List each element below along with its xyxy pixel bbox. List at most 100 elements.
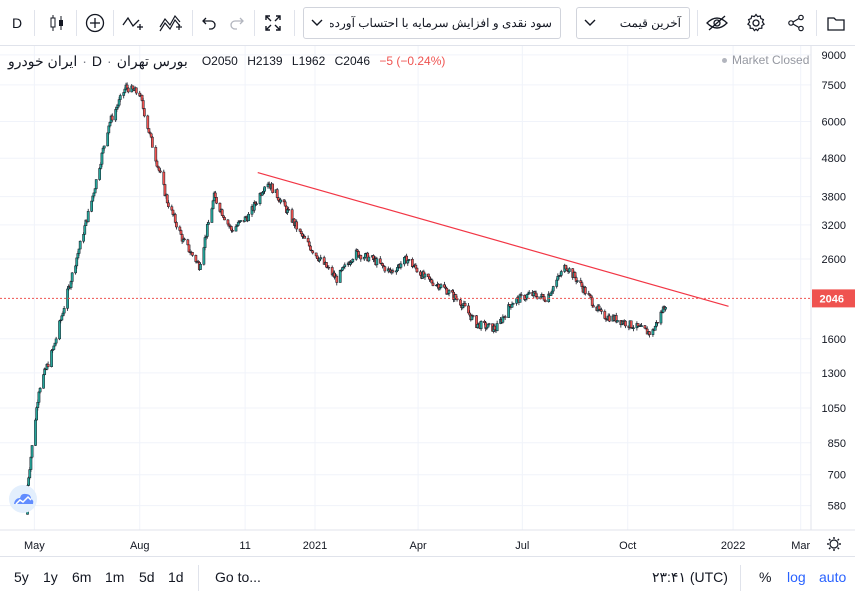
candle-body: [247, 213, 250, 222]
candle-body: [162, 171, 166, 185]
candle-body: [154, 147, 158, 162]
candle-body: [77, 248, 81, 254]
trendline[interactable]: [257, 171, 729, 307]
gear-icon[interactable]: [741, 8, 771, 38]
price-type-dropdown[interactable]: آخرین قیمت: [576, 7, 690, 39]
interval-button[interactable]: D: [11, 15, 23, 31]
candle-body: [341, 267, 344, 271]
divider: [816, 10, 817, 36]
candle-body: [616, 320, 619, 323]
candle-body: [519, 294, 523, 296]
range-button-1d[interactable]: 1d: [168, 569, 184, 585]
time-tick-label: 11: [239, 540, 250, 552]
compare-icon[interactable]: [155, 8, 187, 38]
divider: [697, 10, 698, 36]
candle-body: [155, 160, 159, 167]
candle-body: [640, 325, 643, 327]
candle-body: [359, 255, 363, 260]
range-button-5d[interactable]: 5d: [139, 569, 155, 585]
time-tick-label: 2022: [721, 540, 745, 552]
price-axis[interactable]: 9000 7500 6000 4800 3800 3200 2600 1600 1300 1050…: [812, 50, 855, 513]
price-tick-label: 850: [828, 438, 846, 450]
snapshot-icon[interactable]: [821, 8, 851, 38]
candle-body: [303, 236, 307, 239]
candle-body: [175, 222, 178, 228]
candle-body: [173, 214, 177, 223]
candle-body: [287, 209, 291, 211]
eye-slash-icon[interactable]: [701, 8, 733, 38]
candle-body: [643, 325, 647, 329]
share-icon[interactable]: [781, 8, 811, 38]
candle-body: [555, 279, 559, 287]
candle-body: [632, 327, 635, 329]
candle-body: [86, 211, 90, 223]
candle-body: [659, 311, 663, 324]
candle-body: [199, 264, 202, 270]
divider: [76, 10, 77, 36]
fullscreen-icon[interactable]: [258, 8, 288, 38]
percent-toggle[interactable]: %: [759, 569, 772, 585]
candle-body: [141, 100, 145, 109]
candle-body: [215, 197, 218, 204]
candle-body: [191, 252, 194, 256]
range-button-1y[interactable]: 1y: [43, 569, 58, 585]
candle-body: [648, 331, 651, 335]
indicators-icon[interactable]: [117, 8, 149, 38]
candle-body: [214, 192, 217, 198]
candle-body: [52, 345, 56, 350]
range-button-6m[interactable]: 6m: [72, 569, 92, 585]
tradingview-logo-icon[interactable]: [8, 484, 38, 514]
undo-icon[interactable]: [196, 8, 222, 38]
candle-body: [391, 270, 395, 273]
close-value: C2046: [334, 54, 370, 68]
auto-toggle[interactable]: auto: [819, 569, 847, 585]
market-status[interactable]: Market Closed: [722, 53, 809, 67]
range-button-5y[interactable]: 5y: [14, 569, 29, 585]
candle-body: [220, 209, 224, 216]
chevron-down-icon: [577, 16, 603, 30]
bottom-toolbar: 5y 1y 6m 1m 5d 1d Go to... ۲۳:۴۱ (UTC) % log …: [0, 556, 855, 597]
candle-body: [159, 170, 162, 173]
grid: [0, 46, 811, 530]
axis-settings-icon[interactable]: [827, 537, 841, 551]
candle-body: [70, 272, 74, 282]
candle-body: [543, 299, 547, 303]
candle-body: [239, 220, 242, 222]
symbol-name[interactable]: ایران خودرو: [8, 52, 78, 69]
time-axis[interactable]: May Aug 11 2021 Apr Jul Oct 2022 Mar: [24, 540, 811, 552]
candle-body: [150, 136, 154, 148]
candle-body: [58, 320, 61, 340]
status-dot: [722, 58, 727, 64]
price-tick-label: 1050: [822, 403, 846, 415]
candle-body: [423, 273, 427, 278]
candle-body: [54, 338, 58, 344]
candle-body: [29, 456, 33, 470]
candles-icon[interactable]: [42, 8, 72, 38]
redo-icon[interactable]: [224, 8, 250, 38]
divider: [740, 565, 741, 591]
range-button-1m[interactable]: 1m: [105, 569, 125, 585]
utc-clock[interactable]: ۲۳:۴۱ (UTC): [652, 569, 728, 585]
candle-body: [551, 286, 555, 292]
divider: [198, 565, 199, 591]
candle-body: [46, 363, 50, 367]
price-type-text: آخرین قیمت: [619, 16, 681, 30]
goto-button[interactable]: Go to...: [215, 569, 261, 585]
chevron-down-icon: [304, 16, 330, 30]
candle-body: [471, 315, 475, 317]
time-tick-label: Aug: [130, 540, 150, 552]
candle-body: [183, 238, 186, 241]
candle-body: [50, 350, 53, 367]
symbol-search-dropdown[interactable]: سود نقدی و افزایش سرمایه با احتساب آورده: [303, 7, 561, 39]
legend-interval: D: [91, 53, 103, 69]
candle-body: [629, 320, 633, 328]
candle-body: [567, 268, 571, 272]
plus-circle-icon[interactable]: [80, 8, 110, 38]
candle-body: [83, 225, 87, 235]
candle-body: [78, 240, 82, 250]
candle-body: [527, 292, 531, 295]
price-tick-label: 2600: [822, 254, 846, 266]
candle-body: [487, 323, 491, 325]
log-toggle[interactable]: log: [787, 569, 806, 585]
